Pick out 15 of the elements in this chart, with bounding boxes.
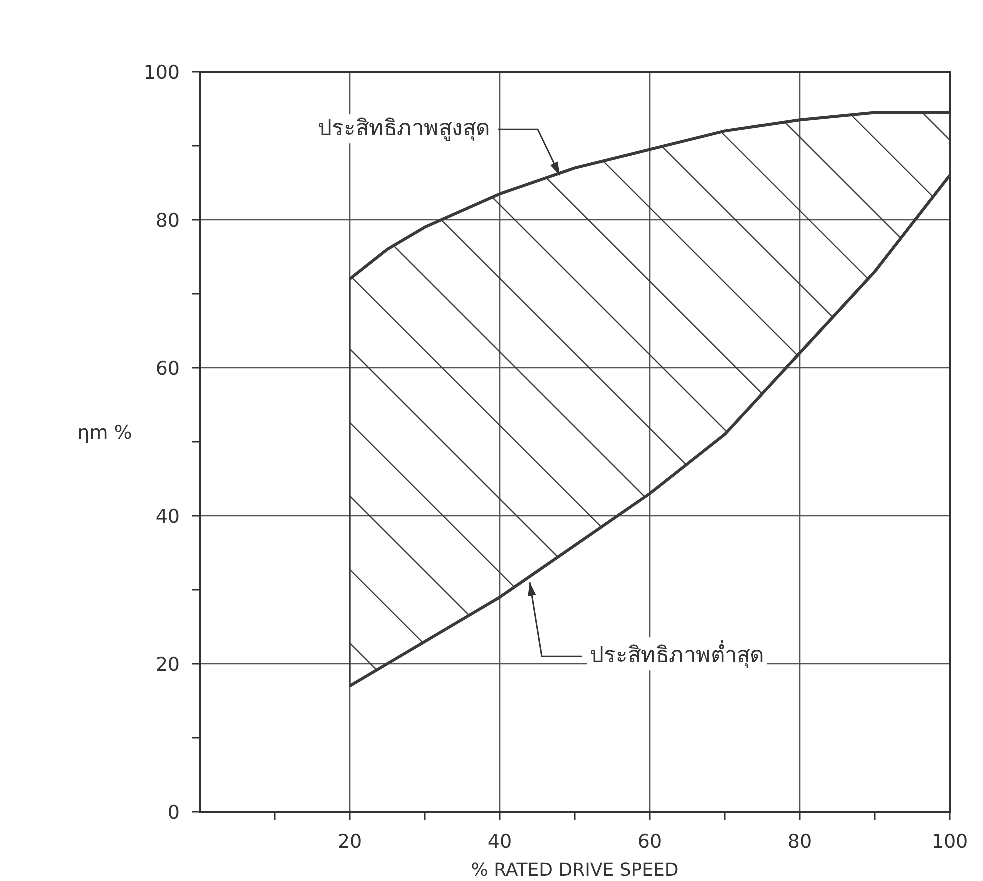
- y-tick-label: 20: [156, 654, 180, 676]
- x-axis-title: % RATED DRIVE SPEED: [471, 860, 679, 881]
- y-tick-label: 60: [156, 358, 180, 380]
- y-tick-label: 0: [168, 802, 180, 824]
- y-axis-title: ηm %: [78, 422, 132, 444]
- x-tick-label: 40: [488, 831, 512, 853]
- x-tick-label: 20: [338, 831, 362, 853]
- annotation: ประสิทธิภาพต่ำสุด: [590, 640, 764, 669]
- y-tick-label: 40: [156, 506, 180, 528]
- x-tick-label: 80: [788, 831, 812, 853]
- x-tick-label: 60: [638, 831, 662, 853]
- x-tick-label: 100: [932, 831, 968, 853]
- y-tick-label: 80: [156, 210, 180, 232]
- annotation: ประสิทธิภาพสูงสุด: [318, 116, 490, 142]
- y-tick-label: 100: [144, 62, 180, 84]
